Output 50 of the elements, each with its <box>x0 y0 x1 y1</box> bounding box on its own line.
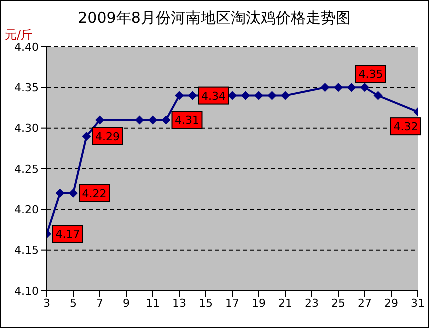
x-tick-label: 15 <box>199 296 213 310</box>
point <box>148 116 158 125</box>
point <box>320 83 330 92</box>
x-tick-label: 11 <box>146 296 160 310</box>
point <box>228 91 237 100</box>
data-label: 4.31 <box>175 114 200 128</box>
x-tick-label: 13 <box>172 296 186 310</box>
data-label: 4.29 <box>96 130 120 144</box>
point <box>96 116 104 125</box>
point <box>135 116 144 125</box>
y-tick-label: 4.30 <box>14 122 39 136</box>
point <box>347 83 356 92</box>
point <box>281 91 290 100</box>
x-tick-label: 25 <box>332 296 346 310</box>
data-label: 4.35 <box>358 68 384 82</box>
data-label: 4.32 <box>394 120 418 134</box>
y-tick-label: 4.10 <box>14 284 39 298</box>
x-tick-label: 5 <box>70 296 77 310</box>
data-label: 4.17 <box>56 228 80 242</box>
chart-title: 2009年8月份河南地区淘汰鸡价格走势图 <box>77 9 352 28</box>
point <box>374 91 383 100</box>
y-tick-label: 4.40 <box>14 40 39 54</box>
x-tick-label: 3 <box>44 296 50 310</box>
point <box>188 91 198 100</box>
point <box>56 188 65 198</box>
point <box>162 116 171 125</box>
data-label: 4.22 <box>82 187 107 200</box>
y-tick-label: 4.15 <box>14 244 39 258</box>
point <box>241 91 250 100</box>
y-tick-label: 4.25 <box>14 162 39 176</box>
x-tick-label: 9 <box>123 296 130 310</box>
x-tick-label: 27 <box>358 296 372 310</box>
x-tick-label: 17 <box>226 296 240 310</box>
point <box>268 91 277 100</box>
point <box>175 91 184 100</box>
point <box>69 188 78 198</box>
data-label: 4.34 <box>202 90 226 103</box>
x-tick-label: 7 <box>96 296 104 310</box>
y-tick-label: 4.35 <box>14 82 39 95</box>
point <box>82 132 92 141</box>
x-tick-label: 21 <box>278 296 292 310</box>
point <box>334 83 343 92</box>
x-tick-label: 19 <box>252 296 266 310</box>
point <box>254 91 264 100</box>
point <box>360 83 370 92</box>
x-tick-label: 31 <box>411 296 425 310</box>
x-tick-label: 23 <box>305 296 319 310</box>
x-tick-label: 29 <box>384 296 398 310</box>
y-tick-label: 4.20 <box>14 204 39 217</box>
y-axis-title: 元/斤 <box>5 27 34 42</box>
